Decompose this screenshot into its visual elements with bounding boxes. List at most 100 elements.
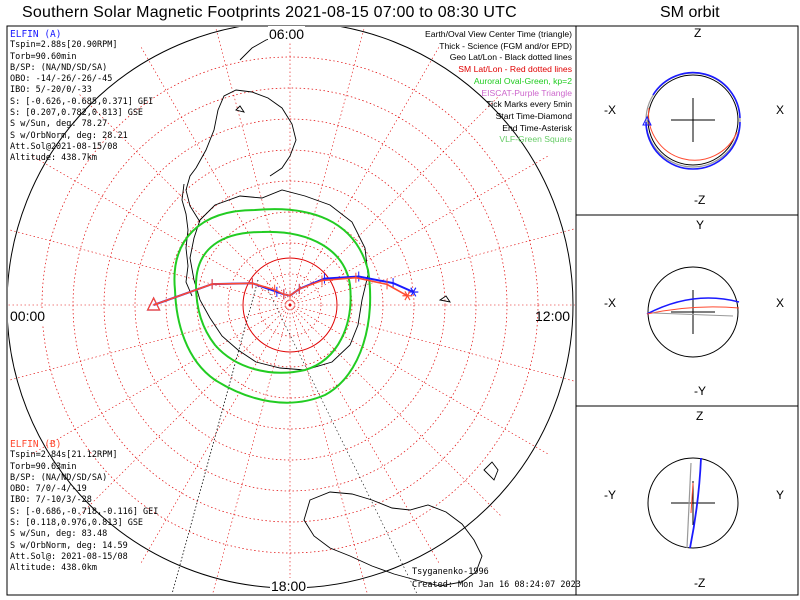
info-line: OBO: -14/-26/-26/-45 bbox=[10, 74, 113, 85]
orbit3-label-right: Y bbox=[776, 488, 785, 502]
orbit1-label-bottom: -Z bbox=[694, 193, 706, 207]
orbit3-label-left: -Y bbox=[604, 488, 616, 502]
orbit2-label-bottom: -Y bbox=[694, 384, 706, 398]
mlt-label-left: 00:00 bbox=[9, 308, 47, 324]
orbit-panels bbox=[642, 71, 741, 549]
orbit-path-elfin-b bbox=[690, 482, 694, 514]
orbit1-label-right: X bbox=[776, 103, 785, 117]
islands-coastline bbox=[235, 105, 246, 113]
legend-entry: Thick - Science (FGM and/or EPD) bbox=[439, 40, 572, 51]
info-line: Att.Sol@: 2021-08-15/08 bbox=[10, 551, 128, 562]
info-line: B/SP: (NA/ND/SD/SA) bbox=[10, 62, 108, 73]
legend-entry: SM Lat/Lon - Red dotted lines bbox=[458, 64, 572, 75]
geo-meridian-line bbox=[267, 289, 418, 594]
legend-entry: Geo Lat/Lon - Black dotted lines bbox=[449, 52, 572, 63]
start-triangle-marker bbox=[642, 115, 652, 126]
info-line: OBO: 7/0/-4/-19 bbox=[10, 484, 87, 495]
info-line: S: [-0.626,-0.685,0.371] GEI bbox=[10, 96, 154, 107]
elfin-a-info: ELFIN (A) Tspin=2.88s[20.90RPM] Torb=90.… bbox=[10, 29, 153, 165]
coastlines bbox=[181, 35, 499, 587]
orbit-path-elfin-a bbox=[646, 297, 740, 315]
orbit2-label-left: -X bbox=[604, 296, 616, 310]
legend-entry: Start Time-Diamond bbox=[495, 110, 572, 121]
earth-circle bbox=[647, 266, 739, 358]
orbit1-label-left: -X bbox=[604, 103, 616, 117]
created-credit: Created: Mon Jan 16 08:24:07 2023 bbox=[412, 580, 581, 590]
sm-meridian bbox=[289, 45, 441, 306]
sm-meridian bbox=[289, 304, 441, 565]
sm-latitude-ring bbox=[134, 149, 446, 461]
info-line: Tspin=2.84s[21.12RPM] bbox=[10, 450, 118, 461]
antarctica-coastline bbox=[189, 189, 369, 371]
info-line: S: [0.207,0.782,0.813] GSE bbox=[10, 108, 144, 119]
info-line: Altitude: 438.7km bbox=[10, 153, 97, 164]
geo-meridian-line bbox=[171, 279, 259, 594]
legend-entry: Auroral Oval-Green, kp=2 bbox=[473, 75, 572, 86]
new-zealand-coastline bbox=[483, 461, 499, 481]
info-line: IBO: 7/-10/3/-28 bbox=[10, 495, 92, 506]
islands-coastline bbox=[438, 295, 451, 303]
orbit3-label-bottom: -Z bbox=[694, 576, 706, 590]
sm-meridian bbox=[139, 45, 291, 306]
sm-pole-circle bbox=[242, 257, 338, 353]
info-line: S: [-0.686,-0.718,-0.116] GEI bbox=[10, 506, 159, 517]
model-credit: Tsyganenko-1996 bbox=[412, 567, 489, 577]
mlt-label-top: 06:00 bbox=[268, 26, 306, 42]
mlt-label-right: 12:00 bbox=[535, 308, 571, 324]
sm-meridian bbox=[8, 229, 291, 306]
sm-meridian bbox=[30, 304, 291, 456]
sm-latitude-ring bbox=[227, 242, 353, 368]
info-line: S w/OrbNorm, deg: 14.59 bbox=[10, 540, 128, 551]
sm-meridian bbox=[212, 304, 291, 594]
legend-entry: VLF-Green Square bbox=[499, 134, 572, 145]
orbit-title: SM orbit bbox=[660, 4, 720, 21]
orbit3-label-top: Z bbox=[696, 409, 704, 423]
south-america-coastline bbox=[195, 89, 297, 177]
orbit2-label-top: Y bbox=[696, 218, 705, 232]
orbit-path-gray bbox=[652, 312, 734, 317]
auroral-oval-inner bbox=[194, 230, 352, 374]
orbit2-label-right: X bbox=[776, 296, 785, 310]
australia-coastline bbox=[303, 491, 483, 587]
legend-entry: Earth/Oval View Center Time (triangle) bbox=[425, 29, 572, 39]
info-line: Att.Sol@2021-08-15/08 bbox=[10, 141, 118, 152]
antarctic-peninsula-coastline bbox=[185, 167, 201, 223]
sm-latitude-ring bbox=[103, 118, 477, 492]
auroral-oval bbox=[173, 208, 372, 404]
sm-meridian bbox=[289, 304, 368, 594]
orbit-path-elfin-b bbox=[646, 306, 740, 315]
orbit-path-elfin-a bbox=[645, 71, 741, 170]
legend-entry: Tick Marks every 5min bbox=[486, 99, 572, 110]
mlt-label-bottom: 18:00 bbox=[270, 578, 308, 594]
info-line: S: [0.118,0.976,0.813] GSE bbox=[10, 518, 144, 529]
orbit-path-elfin-b bbox=[648, 107, 738, 161]
earth-circle bbox=[647, 457, 739, 549]
south-america-coastline bbox=[181, 183, 193, 297]
sm-latitude-ring bbox=[258, 273, 322, 337]
end-asterisk-marker bbox=[410, 287, 417, 297]
sm-meridian bbox=[215, 27, 291, 306]
start-triangle-marker bbox=[146, 296, 161, 311]
orbit-frame bbox=[575, 25, 799, 596]
elfin-b-info: ELFIN (B) Tspin=2.84s[21.12RPM] Torb=90.… bbox=[10, 439, 158, 575]
sm-meridian bbox=[289, 304, 503, 518]
legend-entry: EISCAT-Purple Triangle bbox=[481, 87, 572, 98]
info-line: IBO: 5/-20/0/-33 bbox=[10, 85, 92, 96]
orbit1-label-top: Z bbox=[694, 26, 702, 40]
sm-meridian bbox=[289, 27, 365, 306]
sm-meridian bbox=[289, 228, 575, 306]
elfin-tracks bbox=[146, 271, 419, 311]
elfin-b-name: ELFIN (B) bbox=[10, 439, 62, 450]
info-line: Altitude: 438.0km bbox=[10, 563, 97, 574]
page-title: Southern Solar Magnetic Footprints 2021-… bbox=[22, 4, 517, 21]
sm-meridian bbox=[289, 154, 550, 306]
info-line: Tspin=2.88s[20.90RPM] bbox=[10, 40, 118, 51]
info-line: B/SP: (NA/ND/SD/SA) bbox=[10, 472, 108, 483]
orbit-path-elfin-a bbox=[689, 457, 702, 549]
elfin-a-name: ELFIN (A) bbox=[10, 29, 62, 40]
auroral-oval-outer bbox=[173, 208, 372, 404]
info-line: S w/Sun, deg: 83.48 bbox=[10, 529, 108, 540]
info-line: Torb=90.63min bbox=[10, 461, 77, 472]
legend: Earth/Oval View Center Time (triangle) T… bbox=[425, 29, 572, 146]
